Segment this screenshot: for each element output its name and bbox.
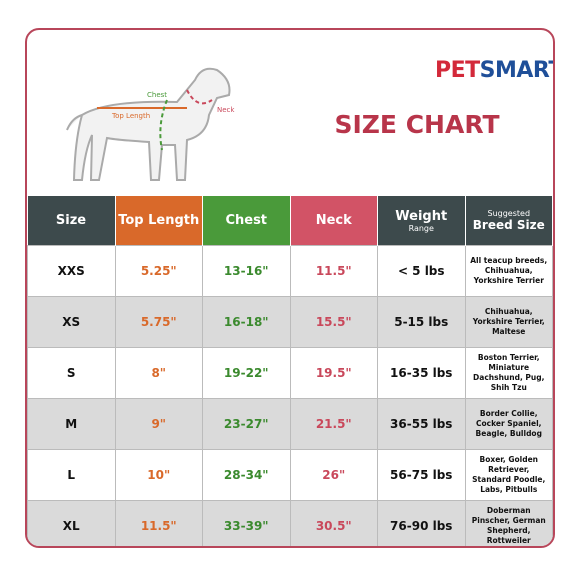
top-length-label: Top Length [111, 112, 150, 120]
breed-cell: Border Collie, Cocker Spaniel, Beagle, B… [464, 398, 553, 450]
breed-cell: Doberman Pinscher, German Shepherd, Rott… [464, 500, 553, 546]
breed-cell: Boxer, Golden Retriever, Standard Poodle… [464, 449, 553, 501]
size-row: XXS 5.25" 13-16" 11.5" < 5 lbs All teacup bre… [27, 245, 553, 297]
cell: 5-15 lbs [377, 296, 466, 348]
cell: 16-35 lbs [377, 347, 466, 399]
cell: 11.5" [289, 245, 378, 297]
cell: 21.5" [289, 398, 378, 450]
cell: 19.5" [289, 347, 378, 399]
cell: 28-34" [202, 449, 291, 501]
cell: 30.5" [289, 500, 378, 546]
breed-cell: All teacup breeds, Chihuahua, Yorkshire … [464, 245, 553, 297]
column-header: Size [27, 196, 116, 246]
column-subtitle: Range [408, 223, 434, 233]
cell: XXS [27, 245, 116, 297]
breed-cell: Chihuahua, Yorkshire Terrier, Maltese [464, 296, 553, 348]
logo-right: SMART [479, 58, 555, 83]
dog-diagram: Chest Top Length Neck [66, 67, 235, 181]
logo-left: PET [435, 58, 480, 83]
column-title: Weight [395, 208, 448, 224]
title: SIZE CHART [334, 110, 500, 139]
size-row: XS 5.75" 16-18" 15.5" 5-15 lbs Chihuahua, Yor… [27, 296, 553, 348]
cell: 23-27" [202, 398, 291, 450]
column-header: Neck [290, 196, 378, 246]
column-header: Chest [202, 196, 291, 246]
size-row: L 10" 28-34" 26" 56-75 lbs Boxer, Golden Retr… [27, 449, 553, 501]
logo: PETSMART [435, 58, 555, 83]
cell: 56-75 lbs [377, 449, 466, 501]
size-row: XL 11.5" 33-39" 30.5" 76-90 lbs Doberman Pins… [27, 500, 553, 546]
breed-cell: Boston Terrier, Miniature Dachshund, Pug… [464, 347, 553, 399]
column-header: Top Length [115, 196, 203, 246]
column-title: Neck [315, 213, 352, 228]
cell: 5.75" [114, 296, 203, 348]
chest-label: Chest [147, 91, 167, 99]
column-title: Size [55, 213, 87, 228]
header-row: Size Top Length Chest Neck Weight Range Sugges… [27, 196, 553, 246]
size-table: Size Top Length Chest Neck Weight Range Sugges… [27, 196, 553, 546]
cell: XL [27, 500, 116, 546]
cell: 5.25" [114, 245, 203, 297]
cell: < 5 lbs [377, 245, 466, 297]
column-title: Breed Size [472, 218, 545, 232]
column-subtitle: Suggested [487, 209, 531, 218]
cell: 16-18" [202, 296, 291, 348]
cell: 19-22" [202, 347, 291, 399]
neck-label: Neck [217, 106, 235, 114]
cell: 15.5" [289, 296, 378, 348]
cell: 26" [289, 449, 378, 501]
cell: 76-90 lbs [377, 500, 466, 546]
column-title: Top Length [118, 213, 200, 228]
cell: 13-16" [202, 245, 291, 297]
cell: XS [27, 296, 116, 348]
size-row: M 9" 23-27" 21.5" 36-55 lbs Border Collie, Co… [27, 398, 553, 450]
cell: 9" [114, 398, 203, 450]
cell: 8" [114, 347, 203, 399]
cell: S [27, 347, 116, 399]
size-row: S 8" 19-22" 19.5" 16-35 lbs Boston Terrier, M… [27, 347, 553, 399]
cell: 10" [114, 449, 203, 501]
cell: 11.5" [114, 500, 203, 546]
column-header: Weight Range [377, 196, 466, 246]
size-chart-card: Chest Top Length Neck PETSMART SIZE CHAR… [25, 28, 555, 548]
column-header: Suggested Breed Size [465, 196, 553, 246]
cell: L [27, 449, 116, 501]
column-title: Chest [225, 213, 268, 228]
cell: M [27, 398, 116, 450]
cell: 33-39" [202, 500, 291, 546]
cell: 36-55 lbs [377, 398, 466, 450]
